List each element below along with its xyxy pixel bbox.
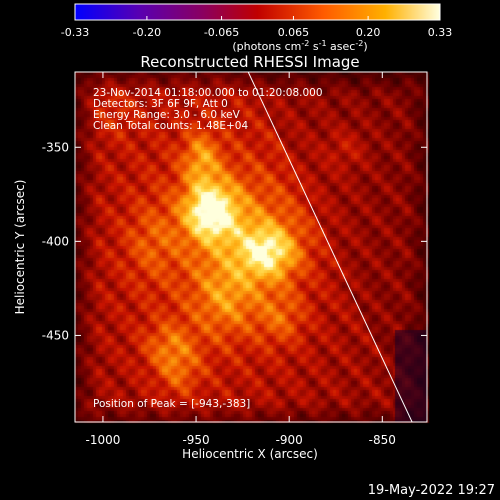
colorbar-tick-label: 0.065 [278,26,310,39]
timestamp: 19-May-2022 19:27 [368,483,495,498]
x-tick-label: -950 [182,433,209,447]
x-tick-label: -900 [276,433,303,447]
colorbar-tick-label: -0.33 [61,26,89,39]
y-tick-label: -400 [42,234,69,248]
colorbar-tick-label: 0.20 [356,26,381,39]
colorbar-ticks: -0.33 -0.20 -0.065 0.065 0.20 0.33 [61,16,452,39]
x-axis-ticks: -1000 -950 -900 -850 [85,72,396,447]
y-axis-ticks: -350 -400 -450 [42,140,427,342]
plot-title: Reconstructed RHESSI Image [140,53,359,71]
colorbar-units: (photons cm-2 s-1 asec-2) [232,39,367,53]
info-line-time: 23-Nov-2014 01:18:00.000 to 01:20:08.000 [93,87,323,99]
info-block: 23-Nov-2014 01:18:00.000 to 01:20:08.000… [93,87,323,132]
x-tick-label: -850 [369,433,396,447]
y-axis-label: Heliocentric Y (arcsec) [13,180,27,315]
colorbar-tick-label: -0.065 [204,26,239,39]
colorbar [74,3,441,21]
colorbar-tick-label: -0.20 [133,26,161,39]
x-axis-label: Heliocentric X (arcsec) [182,447,318,461]
y-tick-label: -450 [42,328,69,342]
plot-frame [74,71,428,423]
peak-position-label: Position of Peak = [-943,-383] [93,398,250,410]
y-tick-label: -350 [42,140,69,154]
info-line-counts: Clean Total counts: 1.48E+04 [93,120,248,132]
info-line-detectors: Detectors: 3F 6F 9F, Att 0 [93,98,228,110]
solar-limb-line [247,72,413,422]
colorbar-tick-label: 0.33 [428,26,453,39]
info-line-energy: Energy Range: 3.0 - 6.0 keV [93,109,241,121]
x-tick-label: -1000 [85,433,120,447]
